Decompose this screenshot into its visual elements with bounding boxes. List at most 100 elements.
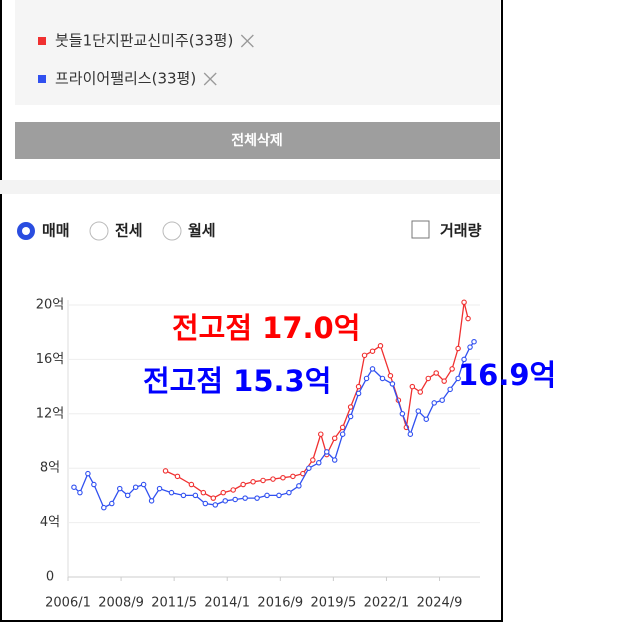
radio-label[interactable]: 매매	[42, 222, 70, 240]
data-point	[264, 492, 270, 499]
data-point	[461, 356, 467, 363]
legend-swatch	[38, 37, 46, 45]
data-point	[347, 413, 354, 420]
annotation: 전고점 17.0억	[172, 311, 360, 345]
data-point	[200, 489, 207, 496]
data-point	[85, 470, 91, 477]
data-point	[461, 299, 467, 306]
data-point	[423, 416, 430, 422]
data-point	[250, 479, 256, 485]
data-point	[425, 375, 432, 382]
data-point	[174, 473, 181, 480]
data-point	[260, 477, 266, 484]
selection-box	[15, 0, 500, 105]
radio[interactable]	[162, 221, 182, 241]
data-point	[467, 344, 473, 350]
data-point	[318, 431, 324, 437]
data-point	[71, 484, 77, 490]
data-point	[447, 386, 453, 393]
data-point	[242, 495, 248, 501]
data-point	[156, 485, 163, 492]
data-point	[116, 485, 123, 492]
data-point	[240, 481, 246, 488]
data-point	[270, 476, 276, 482]
data-point	[441, 378, 447, 384]
y-tick-label: 12억	[36, 406, 65, 421]
data-point	[306, 465, 312, 471]
data-point	[140, 481, 147, 488]
legend-label: 붓들1단지판교신미주(33평)	[55, 32, 233, 50]
data-point	[409, 383, 416, 390]
data-point	[296, 483, 302, 489]
data-point	[232, 496, 238, 503]
data-point	[449, 366, 455, 372]
y-tick-label: 4억	[40, 515, 60, 530]
data-point	[132, 484, 139, 490]
data-point	[331, 457, 338, 463]
x-tick-label: 2011/5	[151, 596, 197, 611]
data-point	[389, 381, 396, 387]
data-point	[465, 315, 471, 322]
annotation: 16.9억	[458, 358, 556, 392]
data-point	[355, 390, 362, 397]
button-label[interactable]: 전체삭제	[231, 132, 283, 149]
data-point	[339, 424, 346, 431]
remove-icon[interactable]	[240, 34, 254, 48]
x-tick-label: 2024/9	[417, 596, 463, 611]
radio-dot	[22, 227, 30, 235]
data-point	[230, 487, 236, 493]
data-point	[280, 474, 286, 481]
data-point	[148, 498, 155, 504]
radio-label[interactable]: 전세	[115, 222, 143, 240]
data-point	[471, 338, 477, 345]
data-point	[310, 457, 316, 463]
data-point	[180, 492, 187, 499]
data-point	[188, 481, 195, 488]
data-point	[387, 372, 394, 379]
data-point	[286, 489, 292, 496]
data-point	[369, 366, 376, 372]
data-point	[331, 435, 338, 442]
data-point	[399, 411, 406, 417]
data-point	[212, 502, 219, 508]
separator	[0, 180, 500, 194]
data-point	[220, 489, 226, 496]
data-point	[355, 383, 362, 390]
y-tick-label: 20억	[36, 298, 65, 313]
panel-frame	[0, 0, 503, 622]
data-point	[347, 404, 354, 410]
data-point	[369, 348, 376, 354]
radio[interactable]	[89, 221, 109, 241]
data-point	[455, 345, 461, 352]
y-tick-label: 8억	[40, 461, 60, 476]
checkbox[interactable]	[411, 220, 430, 239]
x-tick-label: 2022/1	[364, 596, 410, 611]
data-point	[361, 352, 368, 359]
legend-label: 프라이어팰리스(33평)	[55, 70, 196, 88]
data-point	[433, 370, 439, 376]
data-point	[168, 489, 175, 496]
data-point	[162, 468, 169, 474]
data-point	[254, 495, 260, 501]
data-point	[431, 400, 437, 406]
x-tick-label: 2014/1	[204, 596, 250, 611]
data-point	[101, 504, 107, 511]
data-point	[276, 492, 282, 499]
data-point	[222, 498, 228, 504]
checkbox-label[interactable]: 거래량	[440, 222, 482, 240]
data-point	[455, 375, 461, 382]
data-point	[339, 431, 346, 437]
data-point	[363, 375, 370, 382]
data-point	[192, 492, 199, 499]
data-point	[316, 460, 322, 466]
y-tick-label: 0	[46, 570, 54, 585]
data-point	[109, 500, 115, 507]
annotation: 전고점 15.3억	[143, 364, 331, 398]
radio-label[interactable]: 월세	[188, 222, 216, 240]
remove-icon[interactable]	[203, 72, 217, 86]
data-point	[202, 500, 209, 507]
data-point	[91, 481, 97, 488]
delete-all-button[interactable]	[15, 122, 500, 159]
data-point	[407, 431, 414, 437]
x-tick-label: 2016/9	[257, 596, 303, 611]
